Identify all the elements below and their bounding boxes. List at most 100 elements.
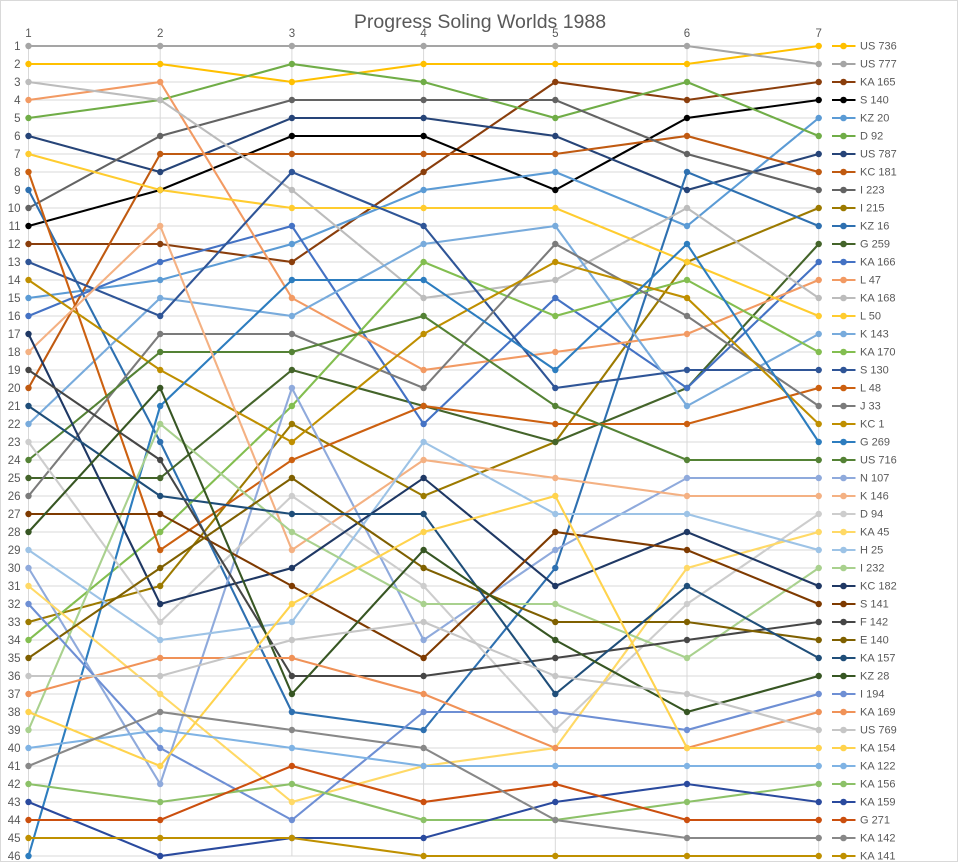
svg-text:26: 26 bbox=[8, 491, 21, 503]
svg-text:S 140: S 140 bbox=[860, 95, 889, 107]
svg-text:32: 32 bbox=[8, 599, 21, 611]
svg-text:E 140: E 140 bbox=[860, 635, 889, 647]
svg-text:KA 141: KA 141 bbox=[860, 851, 895, 863]
svg-text:46: 46 bbox=[8, 851, 21, 863]
svg-text:7: 7 bbox=[14, 149, 20, 161]
svg-text:39: 39 bbox=[8, 725, 21, 737]
svg-text:N 107: N 107 bbox=[860, 473, 889, 485]
svg-text:KA 45: KA 45 bbox=[860, 527, 889, 539]
svg-text:37: 37 bbox=[8, 689, 21, 701]
svg-text:L 50: L 50 bbox=[860, 311, 881, 323]
svg-text:US 787: US 787 bbox=[860, 149, 897, 161]
svg-text:KA 170: KA 170 bbox=[860, 347, 895, 359]
svg-text:KA 154: KA 154 bbox=[860, 743, 895, 755]
svg-text:10: 10 bbox=[8, 203, 21, 215]
svg-text:F 142: F 142 bbox=[860, 617, 888, 629]
svg-text:12: 12 bbox=[8, 239, 21, 251]
svg-text:US 736: US 736 bbox=[860, 41, 897, 53]
svg-text:I 215: I 215 bbox=[860, 203, 884, 215]
svg-text:14: 14 bbox=[8, 275, 21, 287]
svg-text:K 143: K 143 bbox=[860, 329, 889, 341]
svg-text:KC 181: KC 181 bbox=[860, 167, 897, 179]
svg-text:25: 25 bbox=[8, 473, 21, 485]
svg-text:KC 182: KC 182 bbox=[860, 581, 897, 593]
svg-text:43: 43 bbox=[8, 797, 21, 809]
svg-text:40: 40 bbox=[8, 743, 21, 755]
svg-text:35: 35 bbox=[8, 653, 21, 665]
svg-text:20: 20 bbox=[8, 383, 21, 395]
svg-text:16: 16 bbox=[8, 311, 21, 323]
svg-text:44: 44 bbox=[8, 815, 21, 827]
svg-text:I 194: I 194 bbox=[860, 689, 884, 701]
svg-text:29: 29 bbox=[8, 545, 21, 557]
svg-text:D 94: D 94 bbox=[860, 509, 883, 521]
svg-text:G 271: G 271 bbox=[860, 815, 890, 827]
svg-text:31: 31 bbox=[8, 581, 21, 593]
svg-text:17: 17 bbox=[8, 329, 21, 341]
svg-text:15: 15 bbox=[8, 293, 21, 305]
svg-text:4: 4 bbox=[420, 28, 427, 40]
svg-text:Progress Soling Worlds 1988: Progress Soling Worlds 1988 bbox=[354, 11, 606, 33]
svg-text:KA 169: KA 169 bbox=[860, 707, 895, 719]
svg-text:8: 8 bbox=[14, 167, 20, 179]
svg-text:24: 24 bbox=[8, 455, 21, 467]
svg-text:22: 22 bbox=[8, 419, 21, 431]
svg-text:KZ 16: KZ 16 bbox=[860, 221, 889, 233]
svg-text:1: 1 bbox=[14, 41, 20, 53]
svg-text:L 48: L 48 bbox=[860, 383, 881, 395]
svg-text:US 777: US 777 bbox=[860, 59, 897, 71]
svg-text:19: 19 bbox=[8, 365, 21, 377]
svg-text:6: 6 bbox=[14, 131, 20, 143]
svg-text:K 146: K 146 bbox=[860, 491, 889, 503]
svg-text:9: 9 bbox=[14, 185, 20, 197]
svg-text:45: 45 bbox=[8, 833, 21, 845]
svg-text:7: 7 bbox=[815, 28, 821, 40]
svg-text:KZ 28: KZ 28 bbox=[860, 671, 889, 683]
svg-text:G 269: G 269 bbox=[860, 437, 890, 449]
svg-text:S 141: S 141 bbox=[860, 599, 889, 611]
svg-text:27: 27 bbox=[8, 509, 21, 521]
svg-text:34: 34 bbox=[8, 635, 21, 647]
svg-text:6: 6 bbox=[684, 28, 690, 40]
svg-text:5: 5 bbox=[14, 113, 20, 125]
svg-text:23: 23 bbox=[8, 437, 21, 449]
svg-text:36: 36 bbox=[8, 671, 21, 683]
svg-text:KA 142: KA 142 bbox=[860, 833, 895, 845]
svg-text:33: 33 bbox=[8, 617, 21, 629]
svg-text:3: 3 bbox=[289, 28, 295, 40]
svg-text:J 33: J 33 bbox=[860, 401, 881, 413]
svg-text:1: 1 bbox=[25, 28, 31, 40]
svg-text:42: 42 bbox=[8, 779, 21, 791]
svg-text:21: 21 bbox=[8, 401, 21, 413]
svg-text:S 130: S 130 bbox=[860, 365, 889, 377]
svg-text:KA 156: KA 156 bbox=[860, 779, 895, 791]
svg-text:2: 2 bbox=[157, 28, 163, 40]
svg-text:KA 159: KA 159 bbox=[860, 797, 895, 809]
svg-text:28: 28 bbox=[8, 527, 21, 539]
svg-text:13: 13 bbox=[8, 257, 21, 269]
svg-text:3: 3 bbox=[14, 77, 20, 89]
svg-text:41: 41 bbox=[8, 761, 21, 773]
svg-text:US 716: US 716 bbox=[860, 455, 897, 467]
svg-text:H 25: H 25 bbox=[860, 545, 883, 557]
svg-text:38: 38 bbox=[8, 707, 21, 719]
svg-text:18: 18 bbox=[8, 347, 21, 359]
svg-text:2: 2 bbox=[14, 59, 20, 71]
svg-text:KC 1: KC 1 bbox=[860, 419, 884, 431]
svg-text:I 232: I 232 bbox=[860, 563, 884, 575]
svg-text:KA 165: KA 165 bbox=[860, 77, 895, 89]
svg-text:4: 4 bbox=[14, 95, 21, 107]
svg-text:30: 30 bbox=[8, 563, 21, 575]
svg-text:5: 5 bbox=[552, 28, 558, 40]
svg-text:KA 168: KA 168 bbox=[860, 293, 895, 305]
svg-text:11: 11 bbox=[9, 221, 21, 233]
svg-text:I 223: I 223 bbox=[860, 185, 884, 197]
svg-text:KA 157: KA 157 bbox=[860, 653, 895, 665]
svg-text:G 259: G 259 bbox=[860, 239, 890, 251]
svg-text:L 47: L 47 bbox=[860, 275, 881, 287]
svg-text:KZ 20: KZ 20 bbox=[860, 113, 889, 125]
svg-text:KA 122: KA 122 bbox=[860, 761, 895, 773]
svg-text:KA 166: KA 166 bbox=[860, 257, 895, 269]
svg-text:US 769: US 769 bbox=[860, 725, 897, 737]
svg-text:D 92: D 92 bbox=[860, 131, 883, 143]
